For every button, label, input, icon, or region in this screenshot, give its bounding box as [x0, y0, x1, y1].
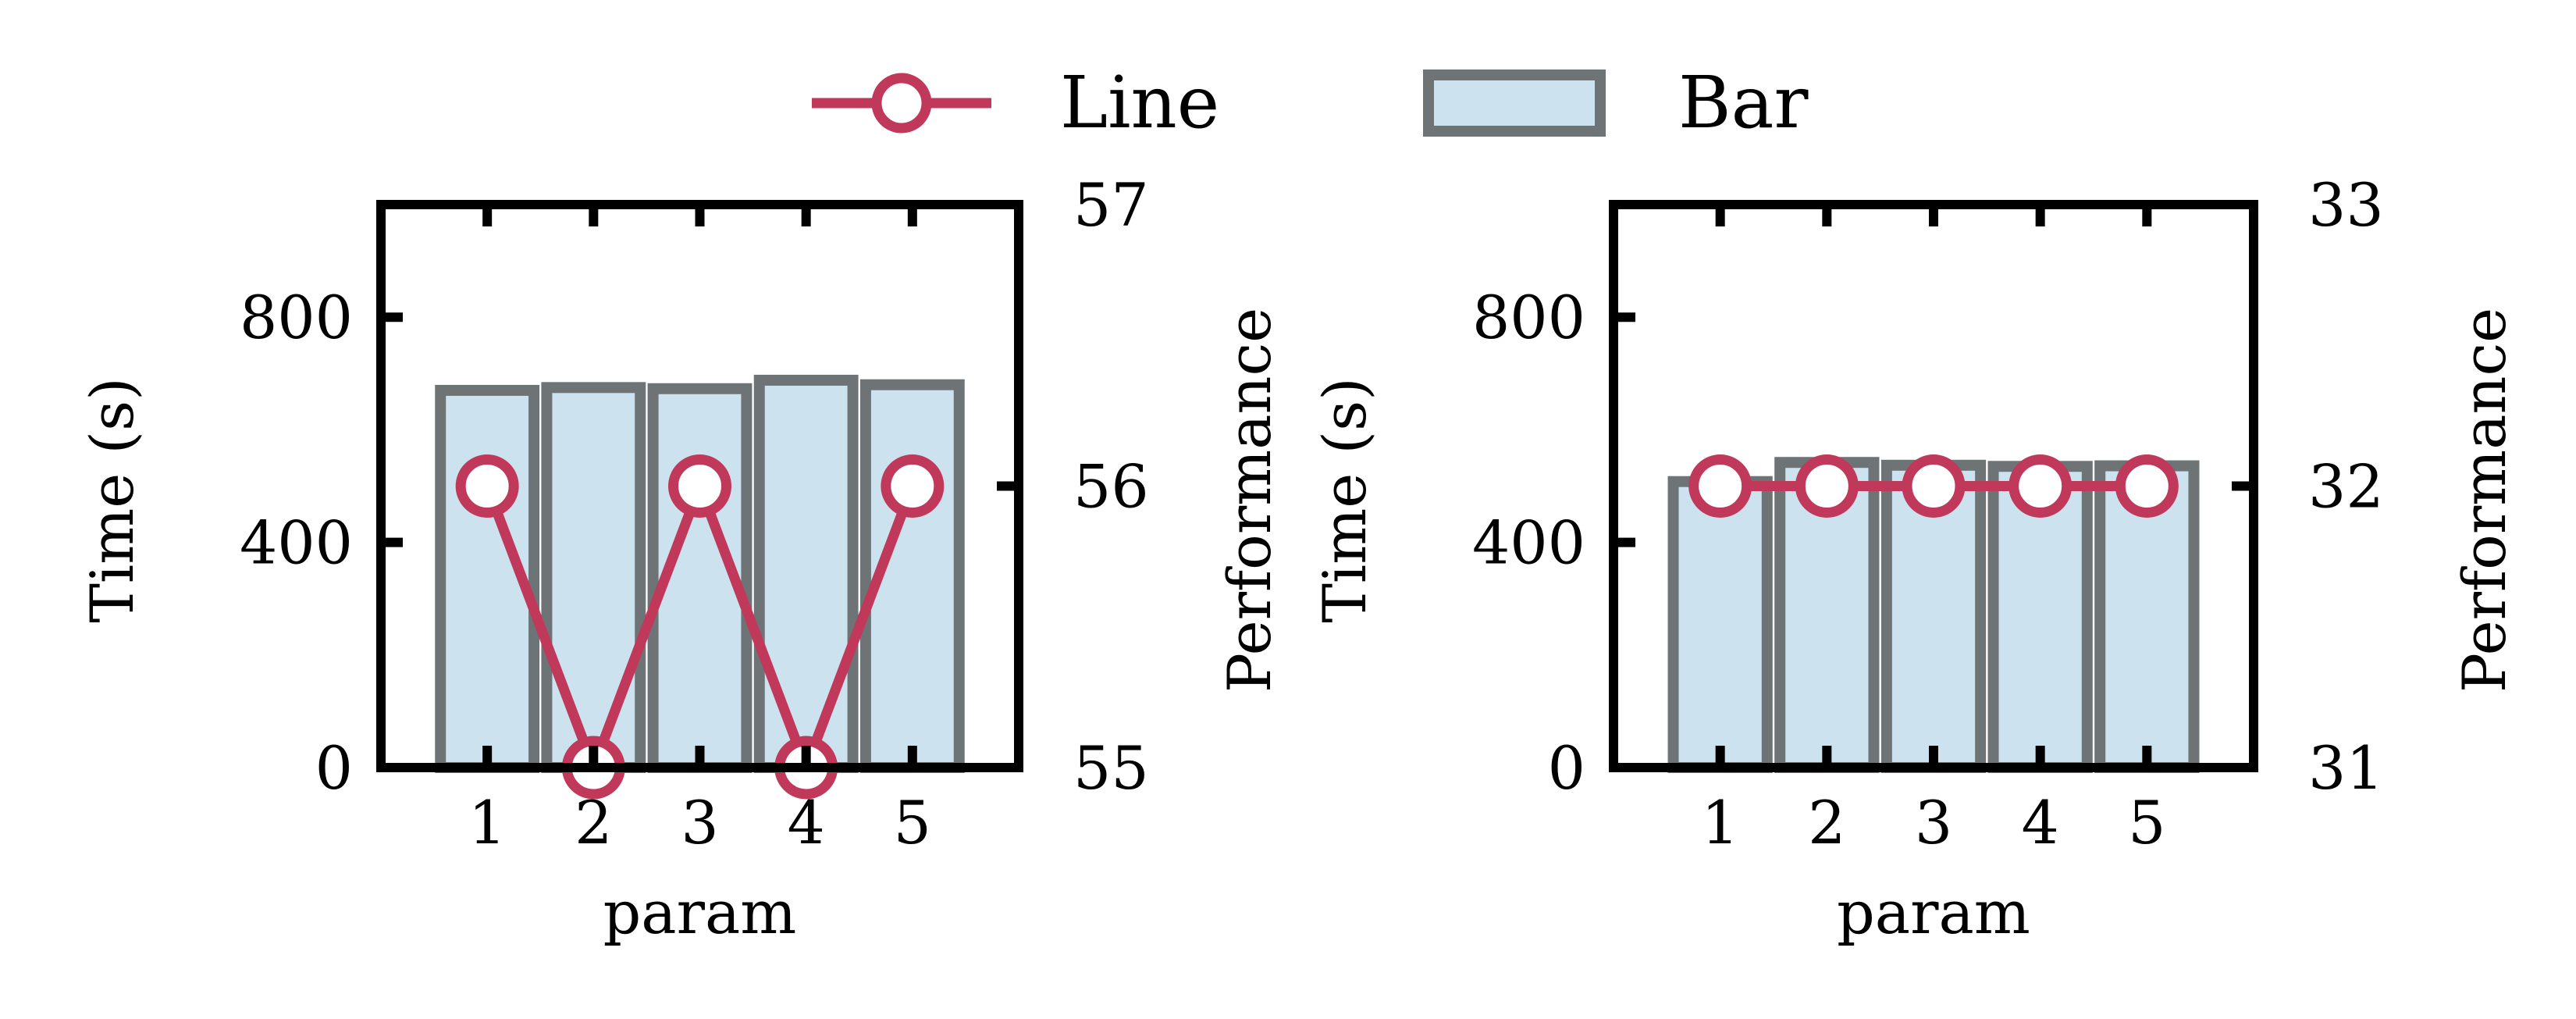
- chart-panel-right: 1 2 3 4 5 0 400 800 31 32 33 param Time (s) Performan…: [1310, 170, 2519, 947]
- x-tick-label: 3: [681, 788, 718, 857]
- line-point-5: [881, 454, 945, 518]
- y-right-tick-label: 56: [1073, 452, 1149, 522]
- y-left-tick-label: 400: [240, 508, 353, 578]
- legend-label-bar: Bar: [1678, 61, 1808, 144]
- y-right-tick-label: 32: [2308, 452, 2384, 522]
- x-tick-label: 1: [1701, 788, 1738, 857]
- line-point-1: [1688, 454, 1752, 518]
- line-point-2: [1795, 454, 1859, 518]
- y-right-tick-label: 33: [2308, 170, 2384, 240]
- x-axis-label: param: [1837, 878, 2030, 947]
- y-left-tick-label: 800: [1472, 283, 1585, 352]
- legend-line-marker: [871, 73, 932, 134]
- y-right-tick-label: 31: [2308, 733, 2384, 803]
- line-point-1: [455, 454, 519, 518]
- legend-bar-swatch: [1423, 69, 1606, 137]
- y-left-axis-label: Time (s): [1310, 377, 1379, 623]
- chart-panel-left: 1 2 3 4 5 0 400 800 55 56 57 param Time (s) Performan…: [77, 170, 1284, 947]
- line-point-5: [2115, 454, 2179, 518]
- x-tick-label: 4: [2021, 788, 2058, 857]
- legend-line-key: [812, 73, 991, 134]
- line-point-4: [2008, 454, 2073, 518]
- x-tick-label: 3: [1915, 788, 1952, 857]
- legend: Line Bar: [812, 61, 1808, 144]
- y-left-tick-label: 800: [240, 283, 353, 352]
- y-right-tick-label: 57: [1073, 170, 1149, 240]
- bar-2: [541, 382, 646, 773]
- x-tick-label: 4: [787, 788, 824, 857]
- y-right-tick-label: 55: [1073, 733, 1149, 803]
- y-left-tick-label: 400: [1472, 508, 1585, 578]
- y-left-axis-label: Time (s): [77, 377, 147, 623]
- line-point-3: [1902, 454, 1966, 518]
- x-tick-label: 5: [894, 788, 931, 857]
- bar-4: [753, 374, 859, 773]
- y-right-axis-label: Performance: [2450, 308, 2519, 693]
- x-axis-label: param: [603, 878, 797, 947]
- legend-label-line: Line: [1060, 61, 1219, 144]
- line-series: [1688, 454, 2179, 518]
- y-right-axis-label: Performance: [1215, 308, 1284, 693]
- y-left-tick-label: 0: [1548, 733, 1585, 803]
- x-tick-label: 5: [2128, 788, 2165, 857]
- bar-1: [1667, 476, 1773, 773]
- x-tick-label: 2: [1808, 788, 1845, 857]
- x-tick-label: 2: [575, 788, 612, 857]
- line-point-3: [668, 454, 731, 518]
- x-tick-label: 1: [468, 788, 506, 857]
- y-left-tick-label: 0: [315, 733, 353, 803]
